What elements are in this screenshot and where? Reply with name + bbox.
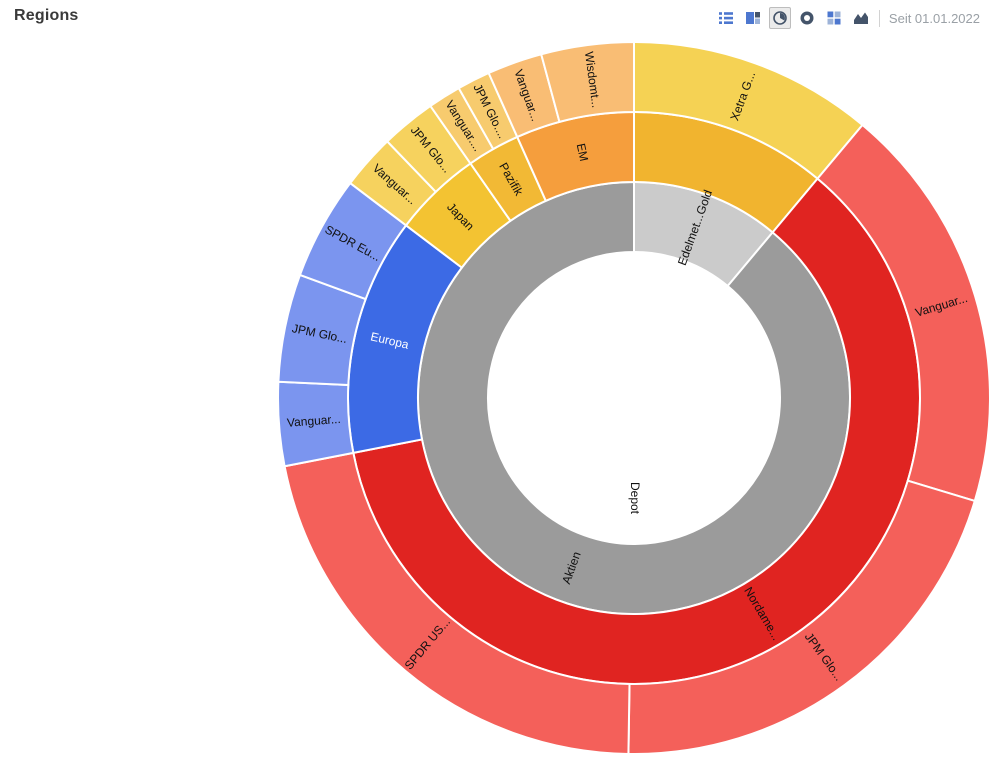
view-switcher (715, 7, 872, 29)
grid-view-button[interactable] (823, 7, 845, 29)
treemap-view-button[interactable] (742, 7, 764, 29)
page-title: Regions (14, 7, 79, 24)
list-view-button[interactable] (715, 7, 737, 29)
chart-toolbar: Seit 01.01.2022 (715, 7, 980, 29)
area-chart-view-button[interactable] (850, 7, 872, 29)
donut-chart-icon (800, 11, 814, 25)
area-chart-icon (853, 12, 868, 24)
list-icon (718, 12, 733, 24)
donut-chart-view-button[interactable] (796, 7, 818, 29)
period-label: Seit 01.01.2022 (888, 11, 980, 26)
pie-clock-view-button[interactable] (768, 7, 791, 29)
pie-clock-icon (773, 11, 787, 25)
sunburst-segment-wisdomt[interactable] (540, 41, 635, 123)
header: Regions Seit 01.01.2022 (0, 0, 1000, 36)
treemap-icon (745, 12, 760, 24)
grid-icon (827, 11, 841, 25)
sunburst-root[interactable] (488, 252, 780, 544)
toolbar-divider (878, 9, 880, 27)
sunburst-segment-vanguar[interactable] (277, 380, 355, 468)
